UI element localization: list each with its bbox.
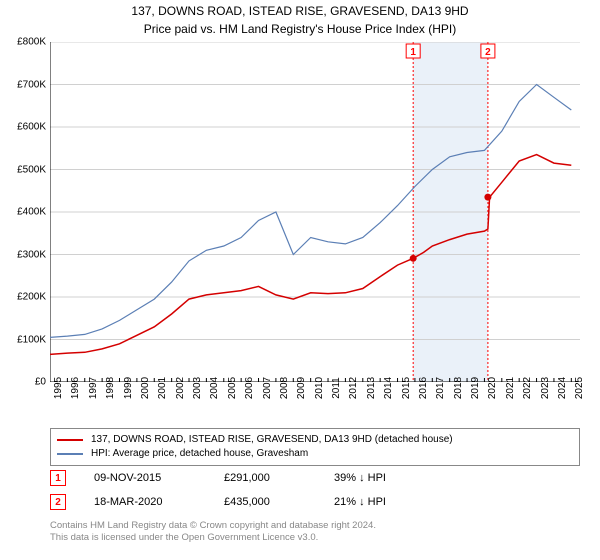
x-axis-labels: 1995199619971998199920002001200220032004…	[50, 384, 580, 424]
sale-diff-1: 39% ↓ HPI	[334, 472, 434, 484]
x-axis-label: 2008	[279, 377, 290, 399]
legend-label-price: 137, DOWNS ROAD, ISTEAD RISE, GRAVESEND,…	[91, 433, 453, 447]
legend-swatch-price	[57, 439, 83, 441]
y-axis-label: £500K	[17, 164, 46, 175]
y-axis-label: £700K	[17, 79, 46, 90]
y-axis-label: £200K	[17, 292, 46, 303]
svg-text:2: 2	[485, 47, 491, 58]
legend-box: 137, DOWNS ROAD, ISTEAD RISE, GRAVESEND,…	[50, 428, 580, 466]
x-axis-label: 2005	[227, 377, 238, 399]
footer-line-2: This data is licensed under the Open Gov…	[50, 532, 580, 544]
x-axis-label: 2018	[453, 377, 464, 399]
y-axis-label: £400K	[17, 207, 46, 218]
x-axis-label: 2003	[192, 377, 203, 399]
x-axis-label: 2020	[487, 377, 498, 399]
sale-row-1: 1 09-NOV-2015 £291,000 39% ↓ HPI	[50, 470, 580, 486]
sale-marker-1: 1	[50, 470, 66, 486]
chart-plot-area: 12	[50, 42, 580, 382]
x-axis-label: 2009	[296, 377, 307, 399]
legend-item-hpi: HPI: Average price, detached house, Grav…	[57, 447, 573, 461]
sale-price-2: £435,000	[224, 496, 334, 508]
x-axis-label: 2014	[383, 377, 394, 399]
sale-date-2: 18-MAR-2020	[94, 496, 224, 508]
title-block: 137, DOWNS ROAD, ISTEAD RISE, GRAVESEND,…	[0, 0, 600, 37]
x-axis-label: 2022	[522, 377, 533, 399]
x-axis-label: 2007	[262, 377, 273, 399]
x-axis-label: 2016	[418, 377, 429, 399]
x-axis-label: 2004	[209, 377, 220, 399]
legend-item-price: 137, DOWNS ROAD, ISTEAD RISE, GRAVESEND,…	[57, 433, 573, 447]
x-axis-label: 2012	[348, 377, 359, 399]
x-axis-label: 1995	[53, 377, 64, 399]
y-axis-label: £100K	[17, 334, 46, 345]
sale-rows: 1 09-NOV-2015 £291,000 39% ↓ HPI 2 18-MA…	[50, 470, 580, 518]
y-axis-label: £0	[35, 377, 46, 388]
x-axis-label: 2001	[157, 377, 168, 399]
sale-price-1: £291,000	[224, 472, 334, 484]
legend-swatch-hpi	[57, 453, 83, 455]
x-axis-label: 1996	[70, 377, 81, 399]
footer: Contains HM Land Registry data © Crown c…	[50, 520, 580, 545]
y-axis-labels: £0£100K£200K£300K£400K£500K£600K£700K£80…	[0, 42, 48, 382]
title-line-1: 137, DOWNS ROAD, ISTEAD RISE, GRAVESEND,…	[0, 4, 600, 20]
x-axis-label: 2011	[331, 377, 342, 399]
x-axis-label: 2002	[175, 377, 186, 399]
sale-row-2: 2 18-MAR-2020 £435,000 21% ↓ HPI	[50, 494, 580, 510]
x-axis-label: 2024	[557, 377, 568, 399]
footer-line-1: Contains HM Land Registry data © Crown c…	[50, 520, 580, 532]
x-axis-label: 1999	[123, 377, 134, 399]
x-axis-label: 2017	[435, 377, 446, 399]
x-axis-label: 2015	[401, 377, 412, 399]
x-axis-label: 2010	[314, 377, 325, 399]
x-axis-label: 2006	[244, 377, 255, 399]
sale-diff-2: 21% ↓ HPI	[334, 496, 434, 508]
sale-date-1: 09-NOV-2015	[94, 472, 224, 484]
x-axis-label: 2021	[505, 377, 516, 399]
y-axis-label: £600K	[17, 122, 46, 133]
legend-label-hpi: HPI: Average price, detached house, Grav…	[91, 447, 308, 461]
y-axis-label: £800K	[17, 37, 46, 48]
x-axis-label: 2000	[140, 377, 151, 399]
x-axis-label: 2023	[540, 377, 551, 399]
x-axis-label: 2019	[470, 377, 481, 399]
chart-svg: 12	[50, 42, 580, 382]
y-axis-label: £300K	[17, 249, 46, 260]
x-axis-label: 1998	[105, 377, 116, 399]
title-line-2: Price paid vs. HM Land Registry's House …	[0, 22, 600, 38]
sale-marker-2: 2	[50, 494, 66, 510]
x-axis-label: 1997	[88, 377, 99, 399]
svg-text:1: 1	[410, 47, 416, 58]
chart-container: 137, DOWNS ROAD, ISTEAD RISE, GRAVESEND,…	[0, 0, 600, 560]
x-axis-label: 2013	[366, 377, 377, 399]
x-axis-label: 2025	[574, 377, 585, 399]
